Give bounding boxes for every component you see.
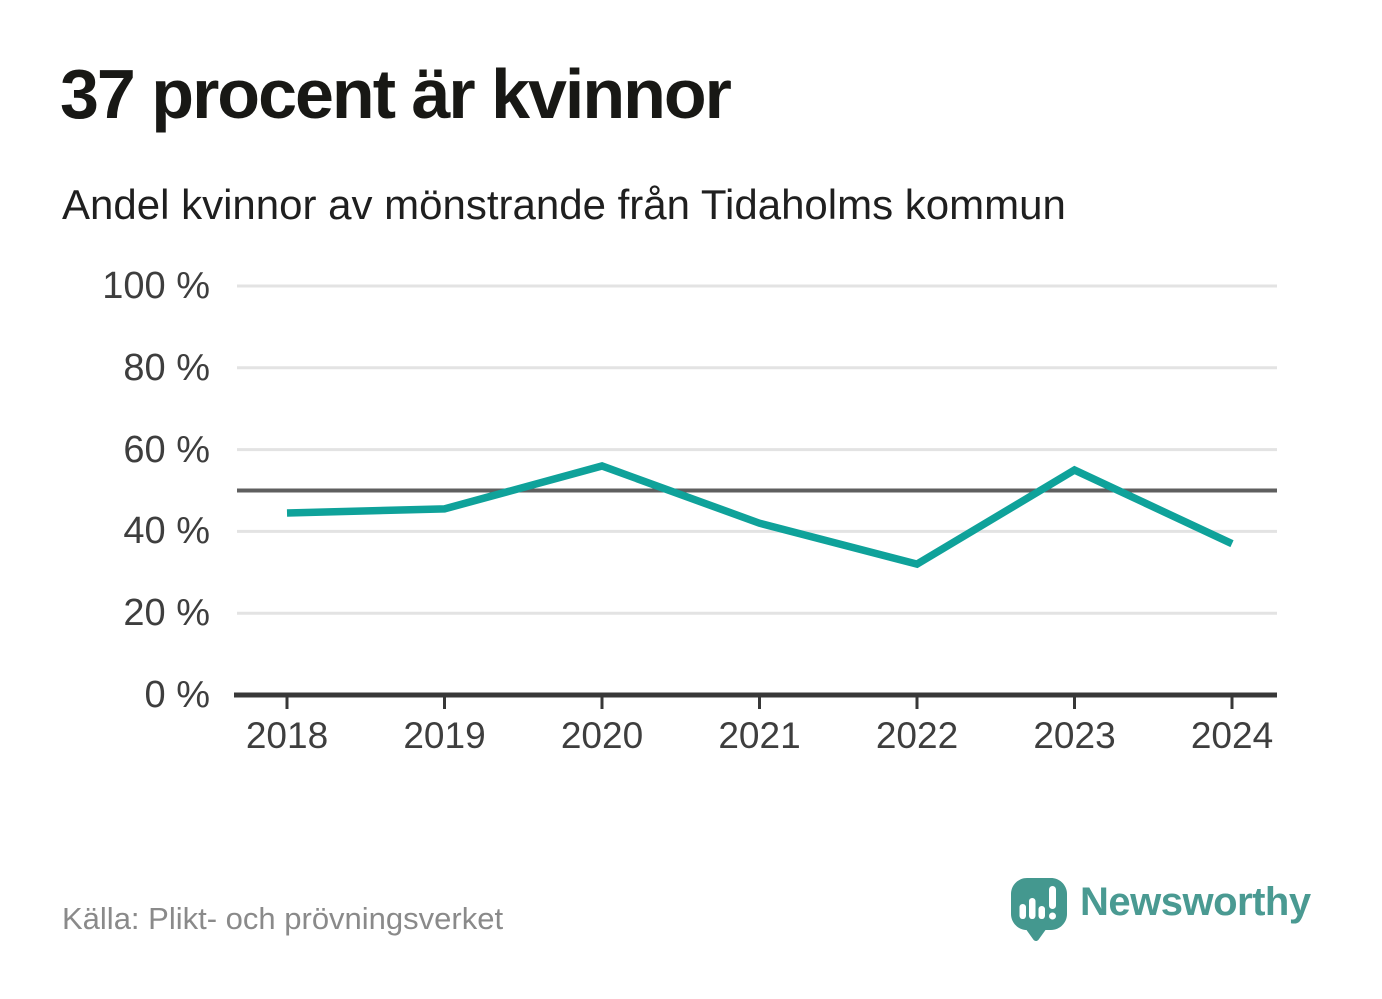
y-axis-tick-label: 80 % <box>123 346 210 389</box>
x-axis-tick-label: 2020 <box>560 715 644 756</box>
newsworthy-wordmark: Newsworthy <box>1080 880 1311 924</box>
x-axis-tick-label: 2018 <box>245 715 329 756</box>
y-axis-tick-label: 100 % <box>102 265 210 307</box>
x-axis-tick-label: 2024 <box>1190 715 1274 756</box>
y-axis-tick-label: 0 % <box>144 674 210 716</box>
x-axis-tick-label: 2021 <box>718 715 801 756</box>
chart-title: 37 procent är kvinnor <box>60 55 732 133</box>
x-axis-tick-label: 2019 <box>403 715 486 756</box>
chart-subtitle: Andel kvinnor av mönstrande från Tidahol… <box>62 181 1066 228</box>
x-axis-tick-label: 2022 <box>875 715 959 756</box>
data-line <box>286 462 1234 569</box>
y-axis-tick-label: 20 % <box>123 592 210 635</box>
newsworthy-speech-bubble-bar-chart-icon <box>1011 878 1067 942</box>
y-axis-tick-label: 60 % <box>123 428 210 471</box>
x-axis-tick-label: 2023 <box>1033 715 1116 756</box>
y-axis-tick-label: 40 % <box>123 510 210 553</box>
gridlines <box>237 284 1277 615</box>
x-axis <box>234 692 1277 709</box>
newsworthy-logo: Newsworthy <box>1011 878 1331 958</box>
source-note: Källa: Plikt- och prövningsverket <box>62 901 504 936</box>
